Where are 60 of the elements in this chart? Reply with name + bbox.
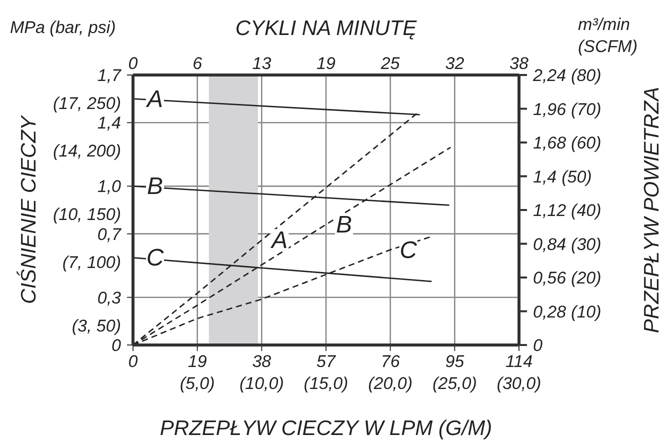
text: (30) (571, 234, 602, 254)
y2-tick-label: 2,24 (532, 66, 566, 85)
y-tick-label: 1,4 (97, 114, 121, 133)
x-tick-label: 19 (188, 352, 208, 371)
x-tick-label: 95 (445, 352, 465, 371)
y2-tick-label: 0,56 (533, 268, 567, 288)
y-tick-label: 1,0 (97, 177, 122, 196)
text: (10,0) (239, 374, 284, 393)
y2-tick-label: 1,4 (533, 167, 557, 186)
series-label: A (270, 227, 288, 254)
series-label: B (146, 173, 164, 200)
text: (3, 50) (72, 316, 121, 336)
series-label: C (146, 244, 164, 272)
y2-axis-title: PRZEPŁYW POWIETRZA (640, 86, 664, 334)
text: (20,0) (368, 374, 413, 393)
x2-tick-label: 38 (510, 54, 529, 73)
x-tick-label: 0 (128, 352, 138, 371)
y2-tick-label: 0,84 (533, 234, 566, 254)
text: (15,0) (304, 374, 348, 393)
y-tick-label: 0,3 (97, 288, 122, 308)
y-tick-label: 0,7 (97, 224, 122, 244)
y2-tick-label: 1,96 (533, 100, 567, 119)
x2-tick-label: 13 (252, 54, 272, 73)
x-axis-title: PRZEPŁYW CIECZY W LPM (G/M) (160, 417, 492, 440)
text: (70) (571, 100, 602, 119)
left-unit-note: MPa (bar, psi) (10, 18, 116, 38)
y-tick-label: 1,7 (97, 66, 122, 85)
series-label: B (336, 211, 352, 238)
text: (60) (571, 134, 602, 152)
text: (30,0) (496, 374, 542, 393)
x-tick-label: 114 (505, 352, 533, 371)
x-tick-label: 38 (252, 352, 272, 371)
x2-tick-label: 19 (316, 54, 336, 73)
x-tick-label: 57 (316, 352, 336, 371)
y2-tick-label: 1,12 (533, 201, 567, 220)
text: (20) (571, 268, 602, 288)
text: (10) (571, 302, 602, 322)
text: (25,0) (432, 374, 477, 393)
series-label: A (144, 86, 164, 113)
y-tick-label: 0 (112, 336, 122, 355)
y-axis-title: CIŚNIENIE CIECZY (16, 114, 40, 304)
x2-axis-title: CYKLI NA MINUTĘ (235, 16, 418, 40)
y2-tick-label: 1,68 (533, 134, 567, 152)
text: (14, 200) (52, 142, 121, 161)
x2-tick-label: 0 (128, 54, 138, 73)
y2-tick-label: 0,28 (533, 302, 567, 322)
x2-tick-label: 25 (380, 54, 400, 73)
series-label: C (400, 236, 418, 264)
x2-tick-label: 32 (445, 54, 465, 73)
text: (5,0) (180, 374, 215, 393)
x2-tick-label: 6 (192, 54, 203, 73)
right-unit-note: m³/min (SCFM) (578, 14, 638, 58)
text: (17, 250) (52, 94, 121, 113)
text: (7, 100) (62, 252, 121, 272)
text: (80) (571, 66, 602, 85)
text: (40) (571, 201, 602, 220)
text: (50) (562, 167, 592, 186)
x-tick-label: 76 (380, 352, 400, 371)
text: (10, 150) (52, 205, 121, 224)
y2-tick-label: 0 (533, 336, 543, 355)
